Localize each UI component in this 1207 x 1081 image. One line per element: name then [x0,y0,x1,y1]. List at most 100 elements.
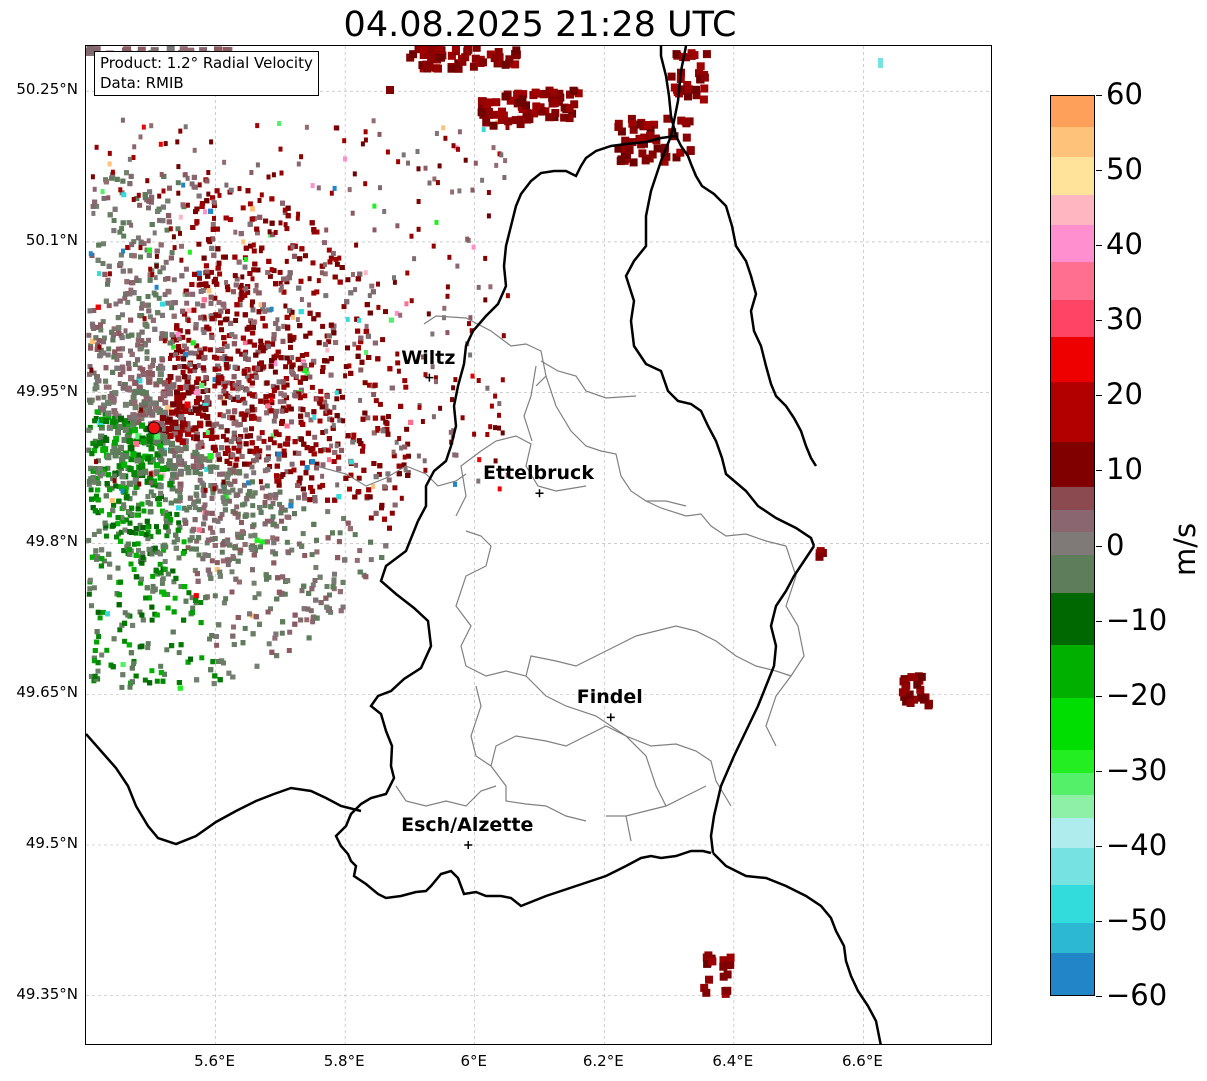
velocity-pixel [157,193,162,199]
velocity-pixel [560,113,569,122]
velocity-pixel [279,420,285,426]
velocity-pixel [264,518,270,524]
radar-map[interactable] [85,45,992,1045]
velocity-pixel [110,369,116,375]
velocity-pixel [620,151,629,159]
velocity-pixel [314,229,320,235]
velocity-pixel [87,364,93,369]
velocity-pixel [196,362,201,368]
velocity-pixel [262,323,268,329]
velocity-pixel [127,520,133,526]
velocity-pixel [434,379,438,385]
velocity-pixel [113,483,119,489]
velocity-pixel [629,125,638,134]
velocity-pixel [265,609,271,615]
velocity-pixel [254,663,260,669]
velocity-pixel [162,566,168,572]
velocity-pixel [213,634,219,639]
velocity-pixel [125,333,131,339]
velocity-pixel [435,46,444,51]
velocity-pixel [242,312,248,318]
velocity-pixel [185,545,191,551]
velocity-pixel [86,591,92,597]
velocity-pixel [139,462,146,469]
velocity-pixel [201,314,207,320]
velocity-pixel [190,291,196,297]
velocity-pixel [190,340,196,346]
velocity-pixel [284,469,290,475]
velocity-pixel [358,441,364,447]
velocity-pixel [470,373,475,379]
velocity-pixel [237,186,242,192]
velocity-pixel [264,410,270,416]
velocity-pixel [121,192,127,198]
velocity-pixel [142,195,148,201]
velocity-pixel [87,586,93,592]
velocity-pixel [221,400,227,406]
velocity-pixel [127,551,133,557]
velocity-pixel [258,398,264,404]
velocity-pixel [237,488,243,494]
velocity-pixel [284,407,289,413]
velocity-pixel [115,365,120,371]
velocity-pixel [231,341,237,347]
velocity-pixel [265,456,271,462]
velocity-pixel [392,502,398,508]
velocity-pixel [147,595,152,601]
velocity-pixel [241,482,247,488]
velocity-pixel [192,505,198,511]
velocity-pixel [198,600,204,605]
velocity-pixel [242,542,248,547]
velocity-pixel [163,509,169,515]
velocity-pixel [445,293,450,299]
velocity-pixel [128,445,135,452]
velocity-pixel [95,668,101,674]
velocity-pixel [311,290,317,296]
velocity-pixel [123,517,129,523]
velocity-pixel [501,92,510,101]
velocity-pixel [134,512,140,518]
velocity-pixel [284,276,290,282]
velocity-pixel [117,352,123,358]
velocity-pixel [185,202,190,208]
velocity-pixel [121,418,128,425]
velocity-pixel [293,393,299,399]
velocity-pixel [147,680,153,686]
velocity-pixel [409,50,418,59]
velocity-pixel [366,487,372,493]
velocity-pixel [310,582,316,588]
velocity-pixel [317,484,323,490]
velocity-pixel [214,421,220,427]
velocity-pixel [224,182,229,188]
velocity-pixel [212,536,218,542]
velocity-pixel [159,357,165,363]
velocity-pixel [230,415,236,421]
velocity-pixel [154,524,159,530]
velocity-pixel [107,512,112,518]
velocity-pixel [112,452,119,459]
velocity-pixel [221,335,227,341]
velocity-pixel [266,641,272,647]
velocity-pixel [171,609,177,615]
velocity-pixel [472,431,477,437]
map-canvas[interactable] [86,46,992,1045]
velocity-pixel [177,495,183,500]
velocity-pixel [295,483,301,488]
velocity-pixel [247,271,253,276]
velocity-pixel [115,429,121,436]
velocity-pixel [203,487,208,493]
velocity-pixel [224,284,230,290]
velocity-pixel [150,272,155,278]
velocity-pixel [142,407,149,414]
velocity-pixel [307,276,312,282]
velocity-pixel [118,252,124,258]
velocity-pixel [142,302,148,308]
velocity-pixel [146,205,151,211]
velocity-pixel [341,516,347,521]
velocity-pixel [326,339,332,345]
velocity-pixel [270,341,275,347]
velocity-pixel [176,190,181,196]
velocity-pixel [398,312,403,318]
velocity-pixel [167,481,174,488]
velocity-pixel [511,60,520,69]
